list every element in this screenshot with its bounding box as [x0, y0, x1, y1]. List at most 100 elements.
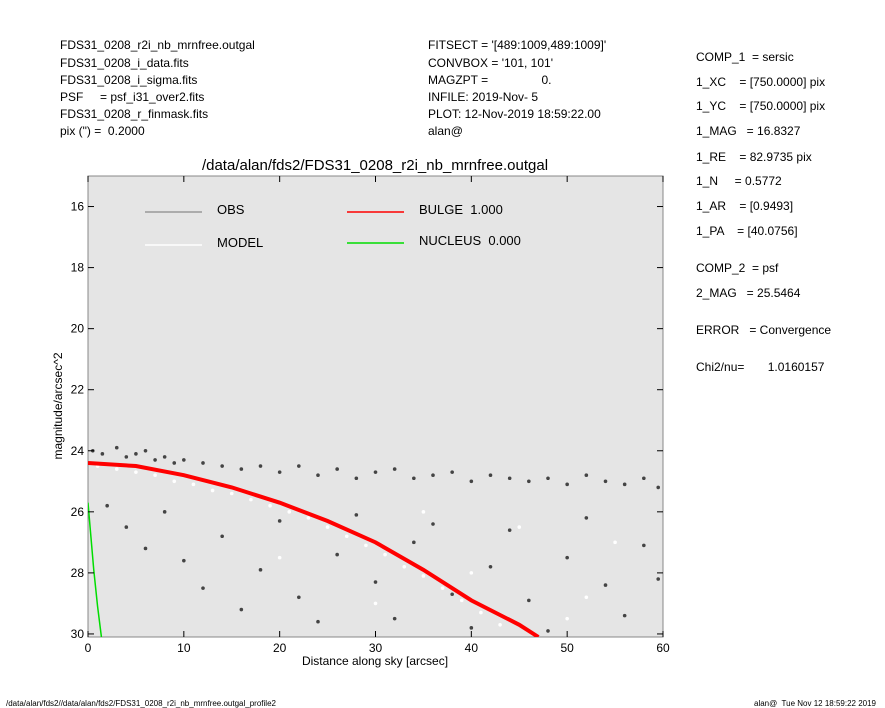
header-right-line: 1_AR = [0.9493]: [696, 199, 793, 213]
profile-line: [88, 502, 103, 637]
data-point: [507, 476, 512, 481]
data-point: [488, 564, 493, 569]
data-point: [565, 482, 569, 487]
header-right-line: COMP_1 = sersic: [696, 50, 794, 64]
data-point: [622, 613, 627, 618]
data-point: [622, 482, 627, 487]
data-point: [498, 622, 502, 627]
chart-title: /data/alan/fds2/FDS31_0208_r2i_nb_mrnfre…: [202, 157, 548, 174]
data-point: [344, 534, 349, 539]
data-point: [364, 543, 368, 548]
data-point: [268, 503, 272, 508]
data-point: [100, 452, 105, 456]
data-point: [642, 543, 646, 548]
header-middle-line: alan@: [428, 124, 463, 138]
data-point: [335, 552, 339, 557]
y-tick-label: 30: [71, 627, 85, 641]
header-middle-line: PLOT: 12-Nov-2019 18:59:22.00: [428, 107, 601, 121]
data-point: [402, 564, 407, 569]
data-point: [642, 476, 646, 481]
x-axis-label: Distance along sky [arcsec]: [302, 654, 448, 668]
data-point: [191, 482, 196, 487]
data-point: [421, 574, 426, 578]
data-point: [383, 552, 387, 557]
data-point: [201, 461, 205, 465]
x-tick-label: 30: [369, 641, 383, 655]
legend-label: MODEL: [217, 235, 263, 250]
data-point: [450, 592, 454, 597]
data-point: [354, 476, 359, 481]
data-point: [182, 558, 186, 563]
header-right-line: Chi2/nu= 1.0160157: [696, 360, 825, 374]
data-point: [392, 467, 397, 471]
header-right-line: 1_YC = [750.0000] pix: [696, 99, 825, 113]
data-point: [316, 473, 320, 477]
data-point: [182, 458, 186, 462]
footer-left: /data/alan/fds2//data/alan/fds2/FDS31_02…: [6, 699, 277, 708]
data-point: [479, 610, 483, 615]
header-left-line: pix (") = 0.2000: [60, 124, 145, 138]
y-tick-label: 18: [71, 261, 85, 275]
data-point: [584, 473, 589, 477]
legend-label: NUCLEUS 0.000: [419, 233, 521, 248]
data-point: [584, 595, 589, 600]
data-point: [325, 525, 330, 529]
data-point: [469, 479, 474, 484]
y-tick-label: 28: [71, 566, 85, 580]
y-tick-label: 20: [71, 322, 85, 336]
data-point: [431, 473, 435, 477]
data-point: [469, 571, 474, 575]
data-point: [306, 516, 311, 520]
data-point: [220, 534, 224, 539]
y-tick-label: 24: [71, 444, 85, 458]
x-tick-label: 10: [177, 641, 191, 655]
data-point: [201, 586, 205, 590]
data-point: [287, 510, 292, 514]
data-point: [239, 467, 244, 471]
data-point: [546, 476, 550, 481]
data-point: [153, 473, 157, 477]
header-middle-line: MAGZPT = 0.: [428, 73, 551, 87]
header-right-line: 1_PA = [40.0756]: [696, 224, 798, 238]
header-right-line: 1_XC = [750.0000] pix: [696, 75, 825, 89]
data-point: [421, 510, 426, 514]
data-point: [162, 455, 167, 459]
header-middle-line: FITSECT = '[489:1009,489:1009]': [428, 38, 606, 52]
data-point: [603, 479, 608, 484]
data-point: [656, 577, 661, 581]
data-point: [143, 448, 148, 453]
data-point: [373, 580, 378, 584]
header-right-line: COMP_2 = psf: [696, 261, 779, 275]
data-point: [335, 467, 339, 471]
data-point: [459, 598, 464, 603]
data-point: [469, 626, 474, 630]
data-point: [412, 540, 416, 545]
data-point: [239, 607, 244, 612]
data-point: [507, 528, 512, 532]
header-right-line: 1_MAG = 16.8327: [696, 124, 801, 138]
data-point: [546, 629, 550, 633]
x-tick-label: 20: [273, 641, 287, 655]
header-left-line: FDS31_0208_r2i_nb_mrnfree.outgal: [60, 38, 255, 52]
data-point: [258, 568, 263, 572]
header-left-line: FDS31_0208_i_data.fits: [60, 56, 189, 70]
data-point: [603, 583, 608, 587]
data-point: [124, 525, 129, 529]
data-point: [143, 546, 148, 551]
y-axis-label: magnitude/arcsec^2: [51, 352, 65, 459]
data-point: [488, 473, 493, 477]
data-point: [297, 464, 301, 468]
data-point: [613, 540, 617, 545]
header-right-line: 1_RE = 82.9735 pix: [696, 150, 812, 164]
header-left-line: PSF = psf_i31_over2.fits: [60, 90, 204, 104]
data-point: [114, 445, 119, 450]
data-point: [450, 470, 454, 474]
data-point: [134, 470, 138, 474]
data-point: [258, 464, 263, 468]
data-point: [431, 522, 435, 526]
data-point: [297, 595, 301, 600]
header-right-line: ERROR = Convergence: [696, 323, 831, 337]
data-point: [584, 516, 589, 520]
footer-right: alan@ Tue Nov 12 18:59:22 2019: [754, 699, 877, 708]
data-point: [172, 479, 177, 484]
